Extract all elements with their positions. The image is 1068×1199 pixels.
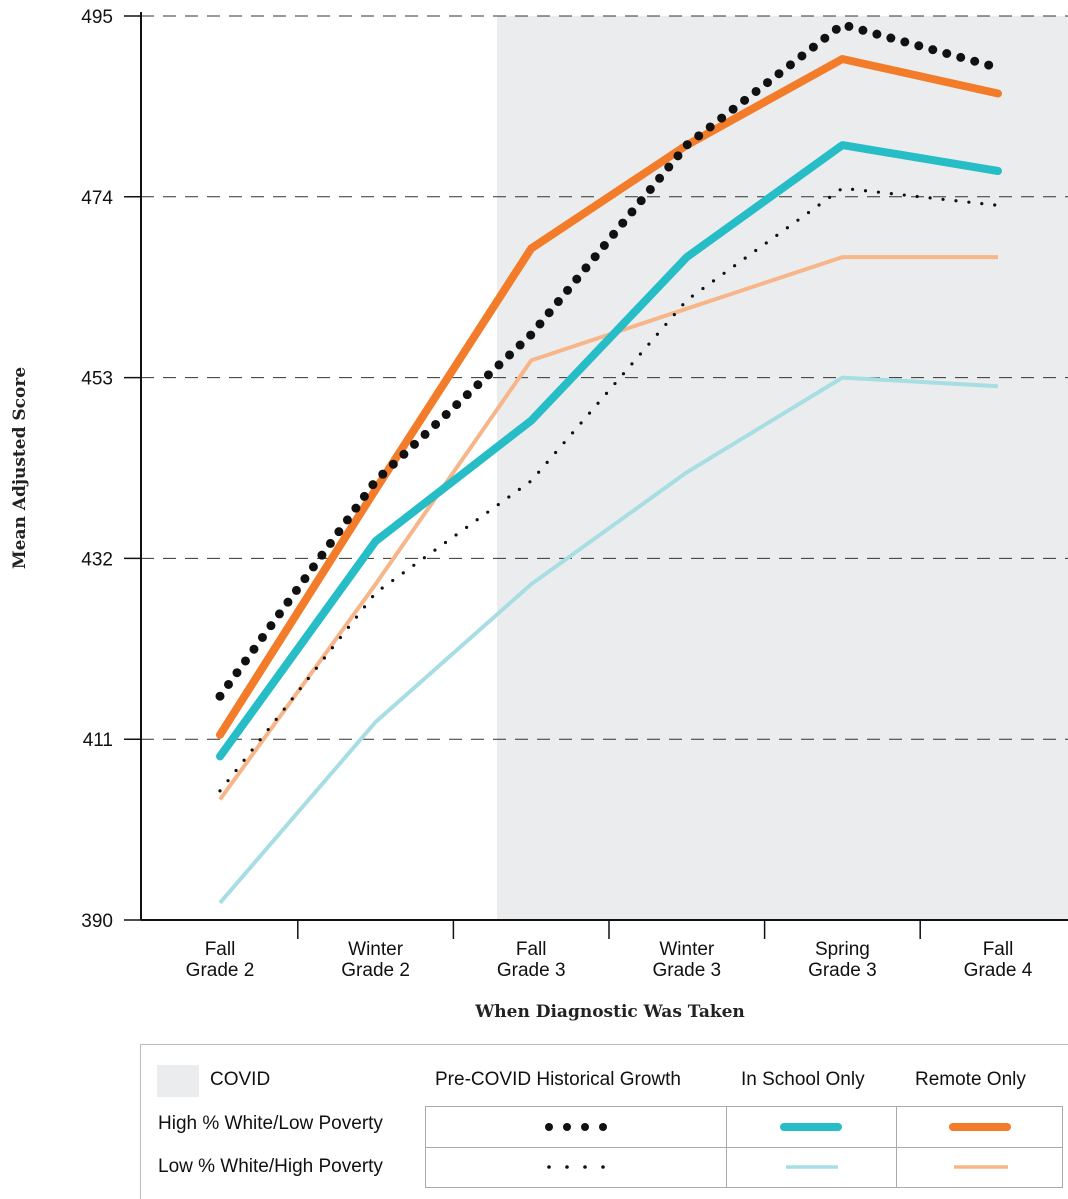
x-tick-label: Spring Grade 3 bbox=[808, 939, 877, 981]
series-line bbox=[218, 375, 999, 905]
legend-col-remote: Remote Only bbox=[915, 1069, 1026, 1090]
legend-row-high-white: High % White/Low Poverty bbox=[158, 1113, 383, 1134]
y-tick-label: 411 bbox=[83, 730, 113, 751]
legend-col-in-school: In School Only bbox=[741, 1069, 865, 1090]
covid-period-shading bbox=[496, 16, 1068, 920]
x-tick-label: Fall Grade 3 bbox=[497, 939, 566, 981]
y-tick-label: 495 bbox=[81, 7, 113, 28]
x-tick-label: Winter Grade 3 bbox=[652, 939, 721, 981]
covid-legend-label: COVID bbox=[210, 1069, 271, 1090]
legend: COVID Pre-COVID Historical Growth In Sch… bbox=[140, 1044, 1068, 1199]
x-tick-label: Fall Grade 4 bbox=[964, 939, 1033, 981]
legend-col-historical: Pre-COVID Historical Growth bbox=[435, 1069, 681, 1090]
legend-sample-historical-low bbox=[547, 1165, 605, 1169]
series-line bbox=[216, 55, 1002, 739]
y-tick-label: 453 bbox=[81, 369, 113, 390]
legend-row-low-white: Low % White/High Poverty bbox=[158, 1156, 383, 1177]
legend-key-samples bbox=[545, 1123, 1011, 1169]
y-axis-title: Mean Adjusted Score bbox=[10, 367, 30, 569]
x-axis-title: When Diagnostic Was Taken bbox=[474, 1002, 745, 1022]
x-tick-label: Winter Grade 2 bbox=[341, 939, 410, 981]
series-lines bbox=[215, 20, 1003, 905]
legend-key-table bbox=[425, 1106, 1063, 1188]
legend-sample-historical-high bbox=[545, 1123, 607, 1131]
covid-legend-swatch bbox=[157, 1065, 199, 1097]
y-tick-label: 474 bbox=[81, 188, 113, 209]
y-tick-label: 390 bbox=[81, 911, 113, 932]
y-tick-label: 432 bbox=[81, 549, 113, 570]
x-tick-label: Fall Grade 2 bbox=[186, 939, 255, 981]
series-line bbox=[216, 141, 1002, 761]
series-line bbox=[215, 20, 1003, 701]
line-chart: 390 411 432 453 474 495 Fall Grade 2 Winter Grade… bbox=[10, 7, 1068, 1022]
gridlines bbox=[141, 15, 1068, 740]
axes: 390 411 432 453 474 495 Fall Grade 2 Winter Grade… bbox=[81, 7, 1068, 981]
